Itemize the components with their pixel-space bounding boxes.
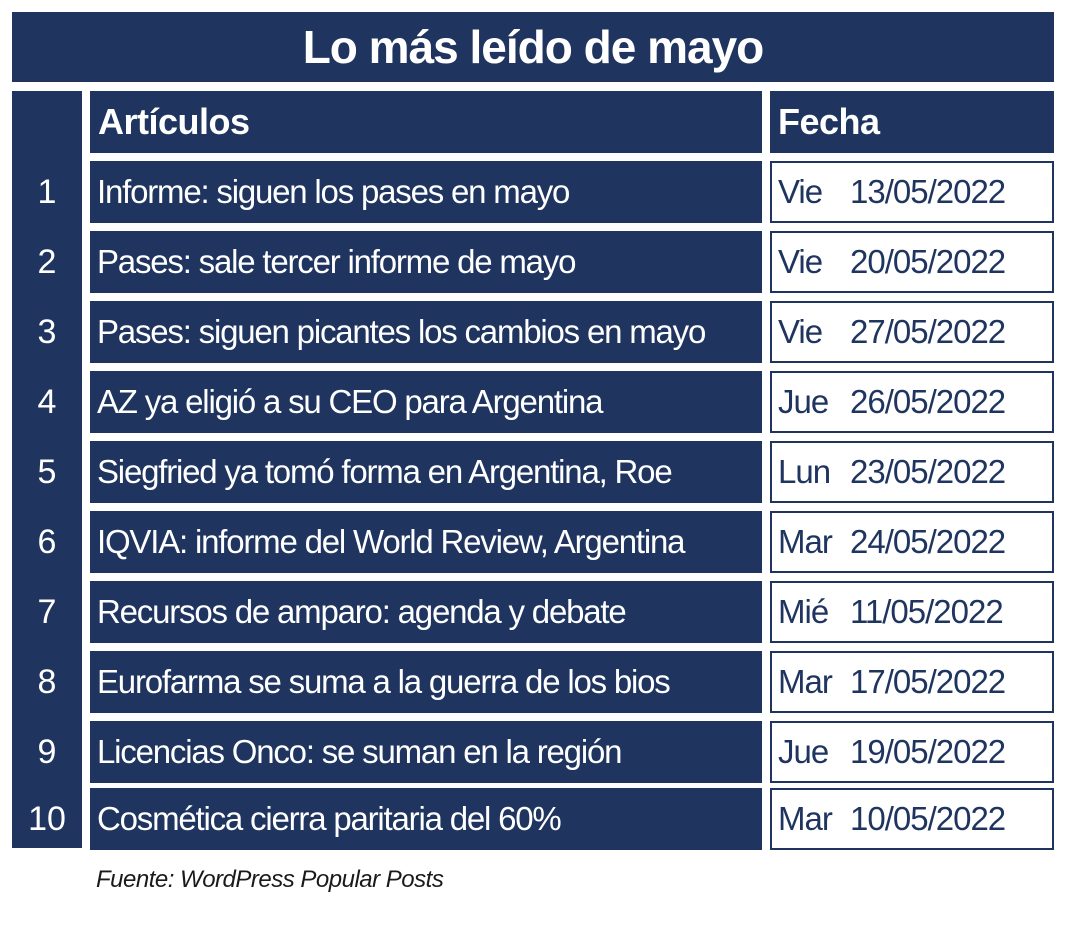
row-date: 11/05/2022 <box>850 593 1004 630</box>
row-weekday: Jue <box>778 383 829 420</box>
row-title: Informe: siguen los pases en mayo <box>90 161 762 223</box>
row-date-cell: Lun 23/05/2022 <box>770 441 1054 503</box>
row-rank: 10 <box>28 799 66 838</box>
row-date: 13/05/2022 <box>850 173 1006 210</box>
row-date: 24/05/2022 <box>850 523 1006 560</box>
row-rank: 4 <box>37 382 57 421</box>
row-rank: 1 <box>37 172 57 211</box>
row-rank: 3 <box>37 312 57 351</box>
row-date-cell: Mar 24/05/2022 <box>770 511 1054 573</box>
row-rank: 5 <box>37 452 57 491</box>
source-note: Fuente: WordPress Popular Posts <box>96 866 444 893</box>
header-date: Fecha <box>770 91 1054 153</box>
row-title: Pases: sale tercer informe de mayo <box>90 231 762 293</box>
row-date-cell: Mié 11/05/2022 <box>770 581 1054 643</box>
page-title: Lo más leído de mayo <box>12 12 1054 82</box>
row-weekday: Vie <box>778 173 823 210</box>
row-date: 17/05/2022 <box>850 663 1006 700</box>
row-weekday: Jue <box>778 733 829 770</box>
row-date: 27/05/2022 <box>850 313 1006 350</box>
row-weekday: Mar <box>778 800 833 837</box>
row-date-cell: Vie 27/05/2022 <box>770 301 1054 363</box>
row-title: AZ ya eligió a su CEO para Argentina <box>90 371 762 433</box>
row-title: Pases: siguen picantes los cambios en ma… <box>90 301 762 363</box>
row-weekday: Vie <box>778 243 823 280</box>
row-title: Licencias Onco: se suman en la región <box>90 721 762 783</box>
row-weekday: Vie <box>778 313 823 350</box>
row-date: 20/05/2022 <box>850 243 1006 280</box>
row-rank: 8 <box>37 662 57 701</box>
row-date-cell: Jue 26/05/2022 <box>770 371 1054 433</box>
row-rank: 7 <box>37 592 57 631</box>
row-weekday: Lun <box>778 453 831 490</box>
row-weekday: Mar <box>778 663 833 700</box>
row-weekday: Mar <box>778 523 833 560</box>
row-date-cell: Vie 13/05/2022 <box>770 161 1054 223</box>
row-date: 26/05/2022 <box>850 383 1006 420</box>
row-date: 19/05/2022 <box>850 733 1006 770</box>
row-rank: 2 <box>37 242 57 281</box>
row-title: Siegfried ya tomó forma en Argentina, Ro… <box>90 441 762 503</box>
row-rank: 6 <box>37 522 57 561</box>
row-date-cell: Mar 17/05/2022 <box>770 651 1054 713</box>
rank-column <box>12 91 82 848</box>
row-date: 23/05/2022 <box>850 453 1006 490</box>
row-title: IQVIA: informe del World Review, Argenti… <box>90 511 762 573</box>
row-title: Recursos de amparo: agenda y debate <box>90 581 762 643</box>
row-title: Cosmética cierra paritaria del 60% <box>90 788 762 850</box>
row-title: Eurofarma se suma a la guerra de los bio… <box>90 651 762 713</box>
row-rank: 9 <box>37 732 57 771</box>
row-date-cell: Vie 20/05/2022 <box>770 231 1054 293</box>
header-articles: Artículos <box>90 91 762 153</box>
row-date-cell: Mar 10/05/2022 <box>770 788 1054 850</box>
row-weekday: Mié <box>778 593 829 630</box>
row-date: 10/05/2022 <box>850 800 1006 837</box>
row-date-cell: Jue 19/05/2022 <box>770 721 1054 783</box>
